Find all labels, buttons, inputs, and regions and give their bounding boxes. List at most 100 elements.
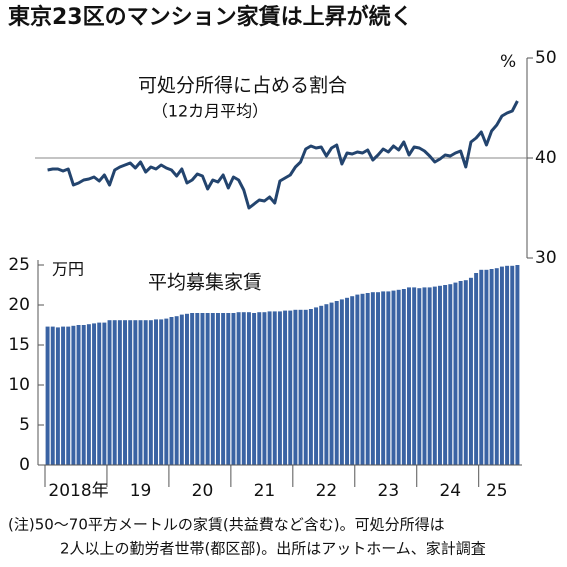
bar <box>76 325 81 465</box>
bar <box>205 313 210 465</box>
y-tick-label: 20 <box>8 295 30 315</box>
x-tick-label: 2018年 <box>48 481 108 501</box>
x-tick-label: 21 <box>254 481 276 501</box>
bar <box>515 265 520 465</box>
bar <box>479 269 484 465</box>
note: (注)50～70平方メートルの家賃(共益費など含む)。可処分所得は <box>8 516 445 534</box>
x-tick-label: 25 <box>486 481 508 501</box>
bar <box>277 311 282 465</box>
bar <box>489 269 494 465</box>
bar <box>246 312 251 465</box>
bar <box>443 285 448 465</box>
y-tick-label: 15 <box>8 335 30 355</box>
bar <box>169 317 174 465</box>
x-tick-label: 23 <box>378 481 400 501</box>
bar <box>494 268 499 465</box>
bar <box>252 313 257 465</box>
y-tick-label: 0 <box>19 455 30 475</box>
line <box>47 100 519 210</box>
bar <box>453 282 458 465</box>
bar <box>179 314 184 465</box>
bar <box>102 322 107 465</box>
bar <box>128 320 133 465</box>
bar <box>138 320 143 465</box>
bar <box>210 313 215 465</box>
bar <box>329 302 334 465</box>
y2-tick-label: 30 <box>535 248 557 268</box>
bar <box>55 327 60 465</box>
bar <box>92 323 97 465</box>
y2-tick-label: 40 <box>535 148 557 168</box>
bar <box>448 284 453 465</box>
bar <box>148 320 153 465</box>
bar <box>241 312 246 465</box>
bar <box>174 316 179 465</box>
bar <box>396 289 401 465</box>
bar <box>262 312 267 465</box>
y2-tick-label: 50 <box>535 48 557 68</box>
bar <box>401 289 406 465</box>
bar <box>117 320 122 465</box>
bar <box>370 292 375 465</box>
bar <box>236 312 241 465</box>
bar <box>221 313 226 465</box>
line-subtitle: （12カ月平均） <box>152 102 268 121</box>
bar <box>468 277 473 465</box>
note: 2人以上の勤労者世帯(都区部)。出所はアットホーム、家計調査 <box>60 540 486 558</box>
bar <box>474 273 479 465</box>
y-tick-label: 25 <box>8 255 30 275</box>
bar <box>159 319 164 465</box>
bar <box>386 291 391 465</box>
bar <box>391 290 396 465</box>
x-tick-label: 19 <box>130 481 152 501</box>
bar <box>417 288 422 465</box>
bar <box>86 324 91 465</box>
bar <box>226 313 231 465</box>
bar <box>71 325 76 465</box>
bar <box>381 291 386 465</box>
bar-title: 平均募集家賃 <box>148 272 262 294</box>
bar <box>97 322 102 465</box>
bar <box>154 319 158 465</box>
y-tick-label: 5 <box>19 415 30 435</box>
bar <box>45 326 50 465</box>
bar <box>345 297 350 465</box>
bar <box>257 312 262 465</box>
bar <box>133 320 138 465</box>
bar <box>505 265 510 465</box>
bar <box>422 287 427 465</box>
bar <box>376 292 380 465</box>
bar <box>298 309 303 465</box>
bar <box>303 309 308 465</box>
bar <box>324 304 329 465</box>
bar <box>267 311 272 465</box>
title: 東京23区のマンション家賃は上昇が続く <box>8 4 413 30</box>
bar <box>484 269 489 465</box>
bar <box>334 301 339 465</box>
y-tick-label: 10 <box>8 375 30 395</box>
bar <box>81 325 86 465</box>
bar <box>427 287 432 465</box>
bar <box>308 309 313 465</box>
y2-unit: % <box>500 52 516 72</box>
x-tick-label: 24 <box>439 481 461 501</box>
bar <box>200 313 205 465</box>
bar <box>185 313 189 465</box>
bar <box>215 313 220 465</box>
bar <box>112 320 117 465</box>
bar <box>123 320 128 465</box>
bar <box>499 266 504 465</box>
bar <box>319 305 324 465</box>
bar <box>339 299 344 465</box>
bar <box>190 313 195 465</box>
bar <box>458 281 463 465</box>
bar <box>50 326 55 465</box>
bar <box>314 307 319 465</box>
line-title: 可処分所得に占める割合 <box>138 75 347 97</box>
bar <box>510 265 515 465</box>
bar <box>412 287 417 465</box>
bar <box>66 326 71 465</box>
bar <box>143 320 148 465</box>
bar <box>463 280 468 465</box>
bar <box>107 320 112 465</box>
